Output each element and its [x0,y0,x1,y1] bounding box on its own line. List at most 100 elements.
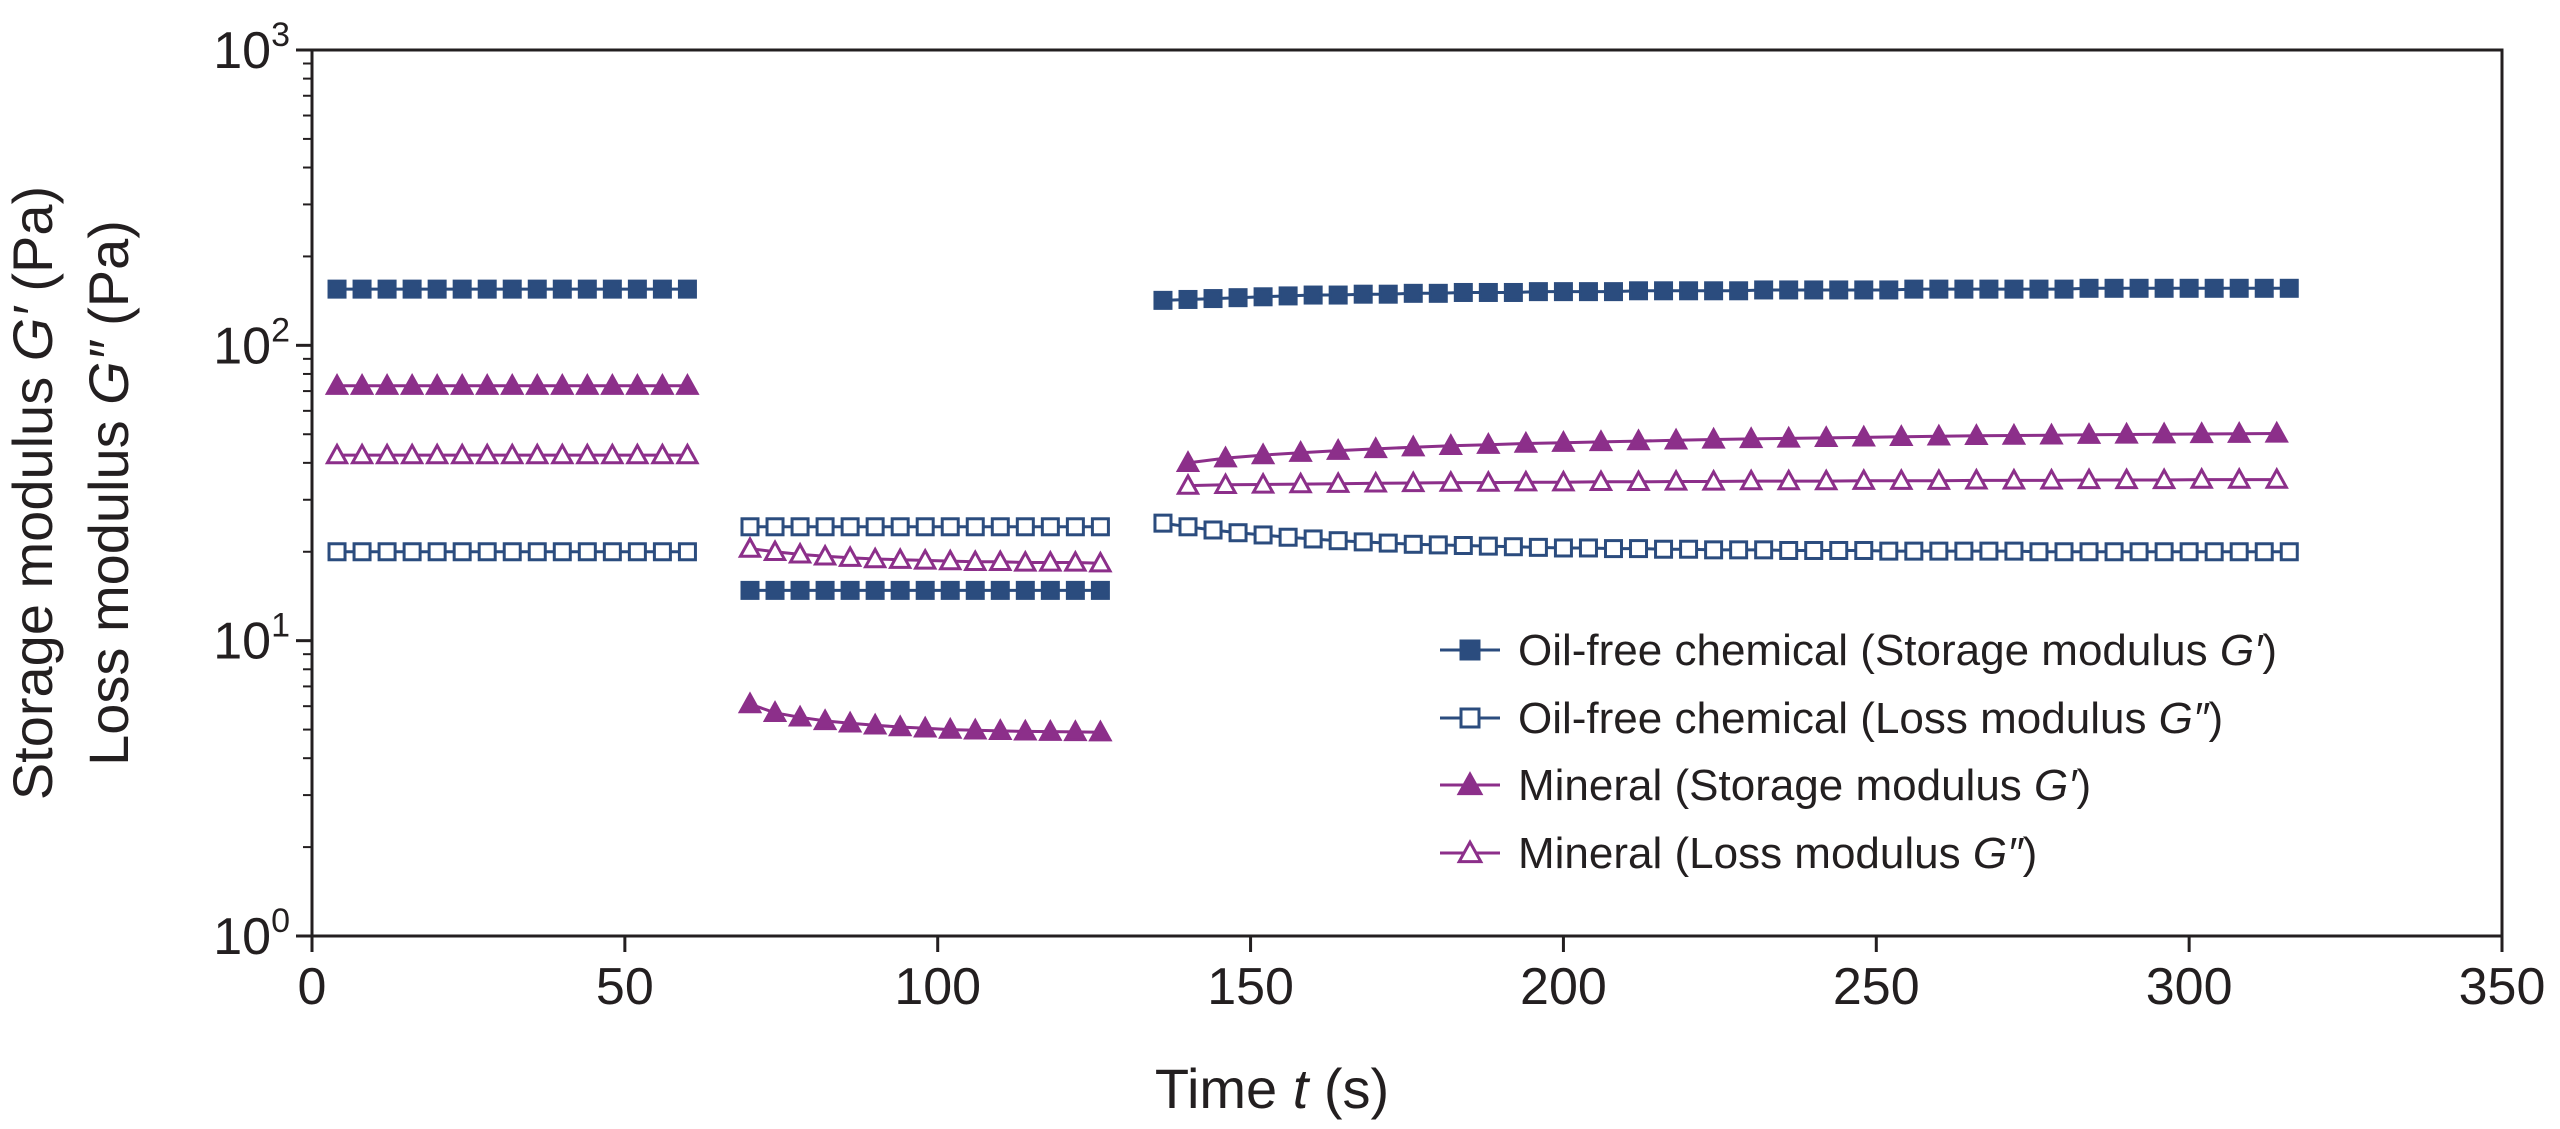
data-point [740,517,760,537]
data-point [1738,468,1764,491]
data-point [1213,472,1238,495]
data-point [477,279,497,299]
data-point [2079,278,2099,298]
data-point [1453,536,1473,556]
data-point [427,279,447,299]
data-point [2104,278,2124,298]
data-point [552,279,572,299]
data-point [1303,529,1323,549]
data-point [600,442,625,465]
data-point [602,542,622,562]
data-point [500,373,525,395]
data-point [1829,540,1849,560]
data-point [399,373,425,395]
data-point [890,580,910,600]
legend-label: Mineral (Loss modulus G″) [1518,829,2037,878]
data-point [812,708,838,731]
data-point [1776,468,1801,491]
data-point [1663,427,1689,450]
data-point [1378,284,1398,304]
data-point [1090,580,1110,600]
data-point [1629,539,1649,559]
data-point [1326,437,1351,460]
data-point [1804,540,1824,560]
y-tick-label: 100 [213,902,290,966]
data-point [525,442,550,465]
data-point [2151,421,2177,444]
data-point [1503,537,1523,557]
data-point [2114,421,2139,444]
data-point [862,546,888,569]
data-point [377,542,397,562]
data-point [2254,278,2274,298]
series-layer [324,278,2299,742]
data-point [1178,289,1198,309]
data-point [2179,278,2199,298]
data-point [1929,279,1949,299]
data-point [1228,523,1248,543]
legend-item: Oil-free chemical (Loss modulus G″) [1440,694,2223,743]
data-point [2189,466,2214,489]
data-point [1040,517,1060,537]
x-tick-label: 250 [1833,958,1920,1016]
data-point [2229,278,2249,298]
data-point [1729,540,1749,560]
data-point [2054,279,2074,299]
legend-item: Mineral (Loss modulus G″) [1440,829,2037,878]
data-point [1528,282,1548,302]
data-point [965,580,985,600]
data-point [1979,279,1999,299]
data-point [1854,280,1874,300]
data-point [2039,422,2064,445]
data-point [1378,533,1398,553]
plot-frame [310,48,2504,938]
data-point [915,517,935,537]
data-point [840,517,860,537]
data-point [737,535,763,558]
data-point [1353,532,1373,552]
data-point [790,580,810,600]
legend-item: Mineral (Storage modulus G′) [1440,761,2091,810]
data-point [650,373,675,395]
y-axis-title-loss: Loss modulus G″ (Pa) [77,220,140,766]
data-point [1203,520,1223,540]
data-point [1250,471,1276,494]
data-point [600,373,625,395]
data-point [2004,541,2024,561]
data-point [677,542,697,562]
data-point [1456,839,1484,864]
data-point [2001,467,2027,490]
data-point [1478,536,1498,556]
data-point [450,442,475,465]
data-point [1175,472,1201,495]
data-point [1654,281,1674,301]
data-point [2029,542,2049,562]
data-point [1063,719,1088,742]
data-point [1814,468,1839,491]
data-point [837,544,863,567]
data-point [1588,469,1614,492]
data-point [1403,283,1423,303]
series-line [1187,432,2277,465]
data-point [1528,537,1548,557]
data-point [552,542,572,562]
data-point [965,517,985,537]
data-point [500,442,525,465]
data-point [1954,541,1974,561]
data-point [1363,436,1388,459]
data-point [915,580,935,600]
data-point [525,373,550,395]
data-point [2227,421,2252,443]
data-point [1278,527,1298,547]
data-point [865,580,885,600]
y-tick-label: 102 [213,311,290,375]
data-point [1704,540,1724,560]
data-point [424,442,450,465]
data-point [1879,541,1899,561]
data-point [765,580,785,600]
data-point [1979,541,1999,561]
data-point [1065,580,1085,600]
data-point [840,580,860,600]
data-point [452,542,472,562]
data-point [1175,450,1201,473]
